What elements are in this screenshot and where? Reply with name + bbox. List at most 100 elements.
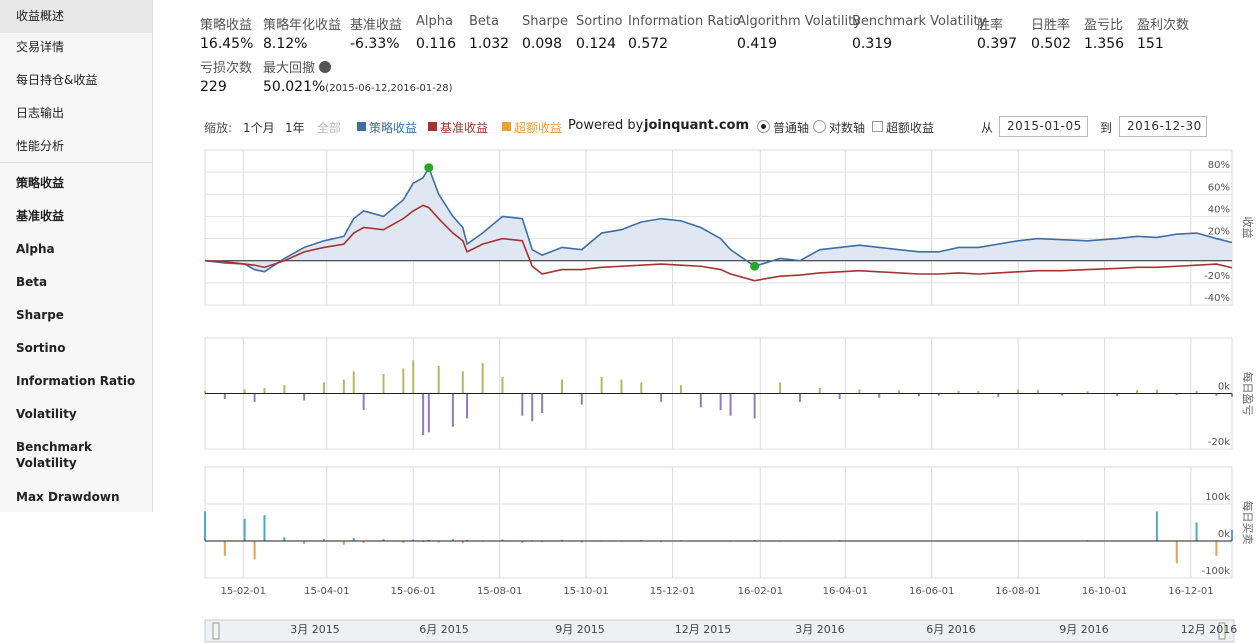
bar (1195, 390, 1198, 394)
bar (729, 393, 732, 416)
x-tick-label: 16-02-01 (738, 586, 783, 597)
x-tick-label: 15-10-01 (563, 586, 608, 597)
metric-value: 1.356 (1084, 36, 1124, 52)
sidebar-item[interactable]: 收益概述 (0, 0, 152, 33)
bar (1155, 511, 1158, 541)
legend-label[interactable]: 超额收益 (514, 121, 563, 135)
metric-value: 151 (1137, 36, 1164, 52)
sidebar-item[interactable]: 基准收益 (16, 209, 65, 223)
powered-by: Powered by (568, 118, 644, 133)
x-tick-label: 15-06-01 (391, 586, 436, 597)
metric-label: 胜率 (977, 18, 1004, 33)
bar (1175, 541, 1178, 564)
bar (1215, 541, 1218, 556)
bar (451, 393, 454, 427)
sidebar-item[interactable]: Alpha (16, 242, 55, 256)
checkbox-label[interactable]: 超额收益 (886, 121, 935, 135)
legend-swatch[interactable] (502, 122, 511, 131)
bar (1231, 529, 1233, 541)
legend-label[interactable]: 策略收益 (369, 121, 418, 135)
legend-swatch[interactable] (357, 122, 366, 131)
sidebar-item[interactable]: 日志输出 (16, 106, 65, 120)
metric-label: 日胜率 (1031, 18, 1071, 33)
to-input[interactable]: 2016-12-30 (1119, 116, 1207, 137)
sidebar-item[interactable]: 交易详情 (16, 40, 65, 54)
y-tick-label: 60% (1208, 182, 1230, 193)
bar (977, 391, 980, 394)
bar (719, 393, 722, 411)
sidebar-item[interactable]: 性能分析 (16, 139, 65, 153)
navigator-handle[interactable] (1218, 622, 1226, 640)
bar (541, 541, 544, 543)
sidebar-item[interactable]: 每日持仓&收益 (16, 73, 98, 87)
metric-value: 0.397 (977, 36, 1017, 52)
sidebar-item[interactable]: Sharpe (16, 308, 64, 322)
navigator-label: 12月 2016 (1181, 623, 1238, 636)
metric-number: 0.502 (1031, 36, 1072, 52)
bar (352, 538, 355, 541)
legend-swatch[interactable] (428, 122, 437, 131)
metric-value: 1.032 (469, 36, 509, 52)
metric-label: Sortino (576, 14, 623, 29)
metric-label: Information Ratio (628, 14, 741, 29)
bar (1116, 393, 1119, 396)
sidebar-item[interactable]: Max Drawdown (16, 490, 120, 504)
metric-number: 229 (200, 79, 227, 95)
bar (283, 537, 286, 541)
bar (427, 393, 430, 433)
bar (303, 393, 306, 401)
bar (204, 390, 206, 394)
sidebar-item[interactable]: Information Ratio (16, 374, 136, 388)
y-tick-label: -20% (1204, 271, 1230, 282)
bar (1086, 391, 1089, 394)
bar (362, 541, 365, 544)
sidebar: 收益概述交易详情每日持仓&收益 日志输出性能分析策略收益基准收益 Alpha Beta… (0, 0, 153, 512)
metric-number: 16.45% (200, 36, 254, 52)
y-tick-label: 40% (1208, 204, 1230, 215)
radio-label[interactable]: 普通轴 (773, 121, 810, 135)
metric-label: Alpha (416, 14, 453, 29)
metric-value: 0.572 (628, 36, 668, 52)
bar (223, 393, 226, 400)
sidebar-item[interactable]: Sortino (16, 341, 66, 355)
navigator (204, 619, 1235, 643)
navigator-label: 9月 2015 (555, 623, 605, 636)
metric-value: 0.116 (416, 36, 456, 52)
zoom-button[interactable]: 1个月 (243, 121, 275, 135)
metric-label: Sharpe (522, 14, 569, 29)
bar (779, 382, 782, 394)
metric-number: 0.124 (576, 36, 617, 52)
zoom-button[interactable]: 1年 (285, 121, 305, 135)
bar (917, 393, 920, 397)
radio[interactable] (813, 120, 826, 133)
metric-value: 229 (200, 79, 227, 95)
drawdown-marker (424, 163, 434, 173)
bar (204, 511, 206, 541)
y-tick-label: -40% (1204, 293, 1230, 304)
sidebar-item[interactable]: 策略收益 (16, 176, 65, 190)
checkbox[interactable] (872, 121, 883, 132)
bar (818, 387, 821, 394)
y-tick-label: 0k (1218, 382, 1230, 393)
from-input[interactable]: 2015-01-05 (999, 116, 1088, 137)
bar (1215, 393, 1218, 396)
navigator-handle[interactable] (212, 622, 220, 640)
navigator-label: 3月 2016 (795, 623, 845, 636)
metric-label: 策略收益 (200, 18, 253, 33)
sidebar-item[interactable]: Benchmark Volatility (16, 440, 92, 470)
zoom-button[interactable]: 全部 (317, 121, 342, 135)
metric-number: 0.116 (416, 36, 457, 52)
help-icon[interactable] (319, 61, 332, 73)
bar (997, 393, 1000, 397)
legend-label[interactable]: 基准收益 (440, 121, 489, 135)
metric-number: 0.572 (628, 36, 669, 52)
radio-label[interactable]: 对数轴 (829, 121, 866, 135)
bar (1017, 389, 1020, 394)
sidebar-item[interactable]: Volatility (16, 407, 77, 421)
metric-number: 1.032 (469, 36, 510, 52)
bar (253, 541, 256, 560)
bar (412, 360, 415, 394)
sidebar-item[interactable]: Beta (16, 275, 48, 289)
bar (753, 393, 756, 419)
bar (342, 541, 345, 545)
